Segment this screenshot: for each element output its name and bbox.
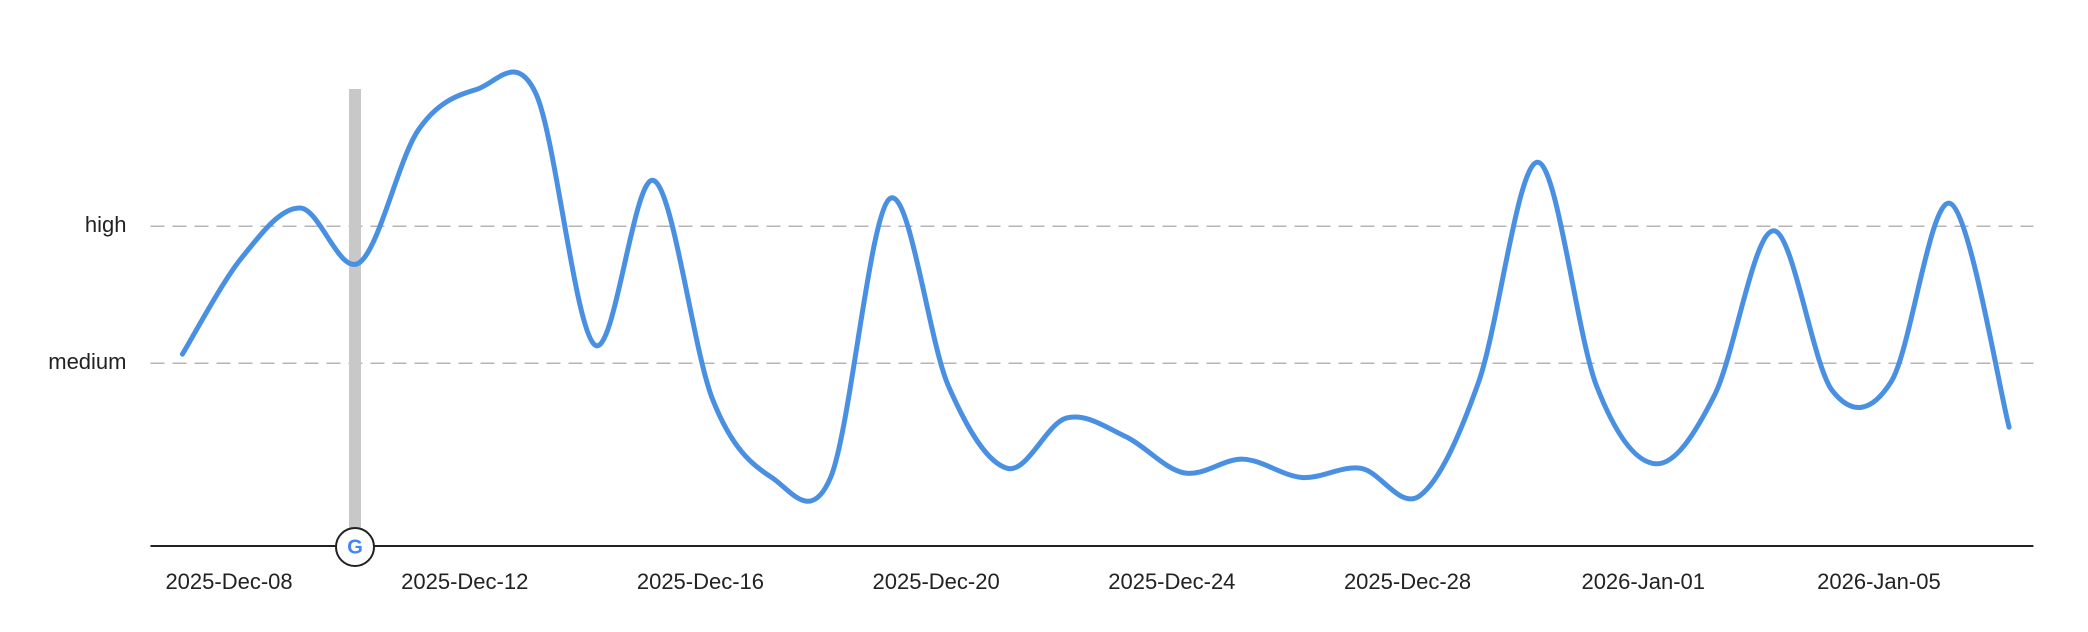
y-tick-label: high <box>85 212 127 237</box>
update-marker-bar <box>349 89 361 545</box>
google-update-icon: G <box>335 527 375 567</box>
x-tick-label: 2025-Dec-20 <box>873 569 1000 594</box>
x-tick-label: 2025-Dec-28 <box>1344 569 1471 594</box>
x-tick-label: 2025-Dec-08 <box>165 569 292 594</box>
x-tick-label: 2025-Dec-16 <box>637 569 764 594</box>
x-tick-label: 2025-Dec-12 <box>401 569 528 594</box>
plot-layer: medium high 2025-Dec-08 2025-Dec-12 2025-Dec… <box>48 69 2034 594</box>
x-tick-label: 2025-Dec-24 <box>1108 569 1235 594</box>
series-line <box>179 69 2012 504</box>
y-tick-label: medium <box>48 349 126 374</box>
grid-layer <box>150 225 2034 365</box>
x-tick-label: 2026-Jan-01 <box>1581 569 1705 594</box>
x-tick-label: 2026-Jan-05 <box>1817 569 1941 594</box>
svg-text:G: G <box>347 536 363 558</box>
